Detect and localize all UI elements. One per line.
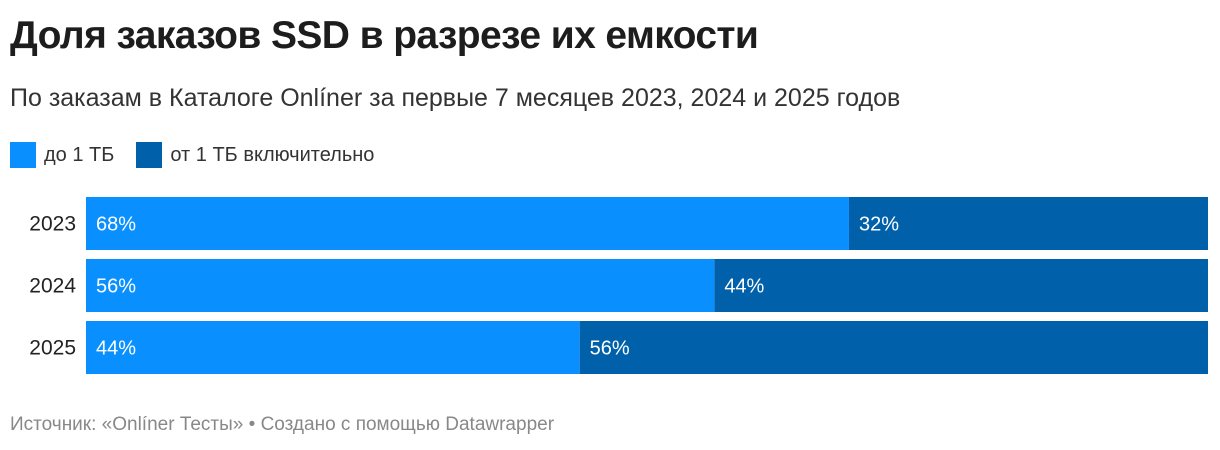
bar-segment-2024-series-1 bbox=[714, 259, 1208, 312]
bar-segment-2023-series-0 bbox=[86, 197, 849, 250]
legend-label-from-1tb: от 1 ТБ включительно bbox=[170, 143, 375, 166]
data-label-2023-series-0: 68% bbox=[96, 214, 136, 236]
legend-item-from-1tb: от 1 ТБ включительно bbox=[136, 142, 374, 168]
data-label-2025-series-0: 44% bbox=[96, 338, 136, 360]
bar-segment-2025-series-0 bbox=[86, 321, 580, 374]
data-label-2025-series-1: 56% bbox=[590, 338, 630, 360]
chart-subtitle: По заказам в Каталоге Onlíner за первые … bbox=[10, 84, 901, 112]
data-label-2023-series-1: 32% bbox=[859, 214, 899, 236]
bar-segment-2023-series-1 bbox=[848, 197, 1208, 250]
data-label-2024-series-1: 44% bbox=[724, 276, 764, 298]
chart-title: Доля заказов SSD в разрезе их емкости bbox=[10, 14, 759, 57]
legend-label-up-to-1tb: до 1 ТБ bbox=[44, 143, 115, 166]
bar-segment-2024-series-0 bbox=[86, 259, 715, 312]
bar-segment-2025-series-1 bbox=[579, 321, 1208, 374]
legend-swatch-up-to-1tb bbox=[10, 142, 36, 168]
chart-legend: до 1 ТБ от 1 ТБ включительно bbox=[10, 141, 396, 169]
chart-footer: Источник: «Onlíner Тесты» • Создано с по… bbox=[10, 414, 555, 435]
legend-item-up-to-1tb: до 1 ТБ bbox=[10, 142, 114, 168]
category-label-2023: 2023 bbox=[29, 213, 76, 236]
legend-swatch-from-1tb bbox=[136, 142, 163, 168]
stacked-bar-chart: 2023 68% 32% 2024 56% 44% 2025 44% 56% bbox=[29, 197, 1208, 374]
category-label-2025: 2025 bbox=[29, 337, 76, 360]
data-label-2024-series-0: 56% bbox=[96, 276, 136, 298]
category-label-2024: 2024 bbox=[29, 275, 76, 298]
